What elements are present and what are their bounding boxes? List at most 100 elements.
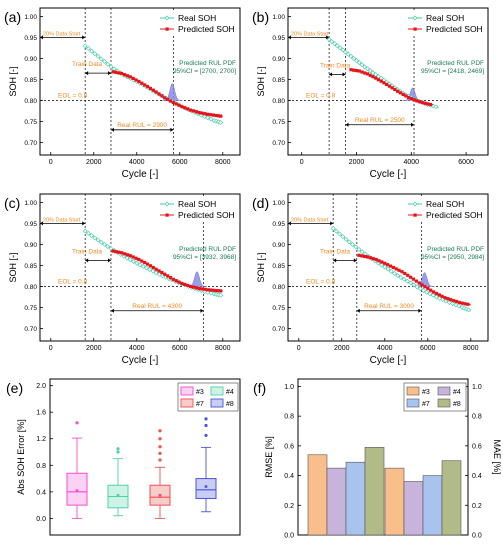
bar-rmse — [326, 467, 347, 536]
legend-predicted-label: Predicted SOH — [178, 24, 235, 34]
y-tick-label: 1.00 — [24, 14, 37, 21]
rul-arrow-head-right — [411, 122, 415, 127]
y-axis-label: SOH [-] — [8, 66, 18, 96]
predicted-soh-point — [123, 73, 127, 77]
predicted-soh-point — [188, 108, 193, 112]
real-soh-point — [121, 253, 127, 259]
box-outlier — [116, 447, 120, 451]
predicted-soh-point — [157, 92, 161, 96]
x-axis-label: Cycle [-] — [370, 169, 407, 180]
predicted-soh-point — [191, 285, 195, 289]
legend-box — [406, 198, 486, 220]
predicted-soh-point — [191, 109, 195, 113]
legend-label: #4 — [226, 389, 234, 396]
x-tick-label: 8000 — [215, 345, 231, 352]
real-soh-point — [388, 268, 394, 274]
real-soh-point — [456, 303, 462, 309]
predicted-soh-point — [163, 96, 167, 100]
real-soh-point — [333, 228, 339, 234]
start-annotation: 20% Data Start — [43, 31, 81, 37]
predicted-soh-point — [148, 264, 152, 268]
start-arrow-head-left — [288, 35, 291, 40]
predicted-soh-point — [357, 69, 361, 73]
box-outlier — [204, 417, 208, 421]
box-mean-marker — [116, 493, 120, 497]
predicted-soh-point — [171, 277, 175, 281]
legend-predicted-label: Predicted SOH — [426, 210, 483, 220]
predicted-soh-point — [437, 293, 441, 297]
real-soh-point — [359, 62, 365, 68]
box-outlier — [158, 458, 162, 462]
box-outlier — [75, 421, 79, 425]
train-arrow-head-right — [353, 258, 357, 263]
predicted-soh-point — [114, 70, 118, 74]
predicted-soh-point — [209, 288, 213, 292]
y-tick-label: 0.80 — [272, 98, 285, 105]
predicted-soh-point — [111, 70, 115, 74]
real-soh-point — [353, 244, 359, 250]
legend-predicted-label: Predicted SOH — [178, 210, 235, 220]
start-arrow-head-right — [330, 221, 334, 226]
predicted-soh-point — [366, 255, 370, 259]
predicted-soh-point — [197, 111, 201, 115]
predicted-soh-point — [428, 102, 433, 107]
y-tick-label: 0.85 — [272, 263, 285, 270]
predicted-soh-point — [117, 71, 121, 75]
predicted-soh-point — [194, 110, 198, 114]
predicted-soh-point — [371, 75, 375, 79]
y-axis-label-left: RMSE [%] — [264, 436, 274, 478]
y-tick-label: 0.75 — [272, 119, 285, 126]
predicted-soh-point — [125, 74, 130, 78]
real-soh-point — [408, 280, 414, 286]
predicted-soh-point — [382, 81, 386, 85]
y-axis-label: SOH [-] — [256, 252, 266, 282]
legend-real-marker — [164, 201, 170, 207]
x-tick-label: 8000 — [215, 159, 231, 166]
panel-label: (a) — [4, 9, 21, 25]
predicted-soh-point — [412, 98, 416, 102]
predicted-soh-point — [200, 287, 204, 291]
predicted-soh-point — [363, 254, 367, 258]
x-tick-label: 0 — [297, 345, 301, 352]
legend-label: #8 — [453, 401, 461, 408]
x-tick-label: 0 — [49, 159, 53, 166]
y-tick-label: 0.75 — [24, 119, 37, 126]
predicted-soh-point — [349, 68, 353, 72]
predicted-soh-point — [171, 100, 175, 105]
y-tick-label-right: 0.6 — [472, 443, 482, 450]
x-tick-label: 2000 — [334, 345, 350, 352]
y-tick-label: 0.8 — [36, 463, 46, 470]
predicted-soh-point — [466, 302, 470, 306]
x-tick-label: 0 — [49, 345, 53, 352]
y-tick-label: 0.4 — [36, 489, 46, 496]
x-tick-label: 2000 — [86, 345, 102, 352]
eol-annotation: EOL = 0.8 — [306, 278, 336, 285]
predicted-soh-point — [114, 250, 118, 254]
predicted-soh-point — [203, 287, 207, 291]
legend-label: #7 — [196, 401, 204, 408]
box-mean-marker — [75, 489, 79, 492]
y-tick-label: 1.0 — [284, 384, 294, 391]
y-tick-label-right: 0.4 — [472, 473, 482, 480]
train-arrow-head-left — [85, 258, 89, 263]
predicted-soh-point — [216, 114, 221, 118]
predicted-soh-point — [368, 256, 372, 260]
y-tick-label: 0.90 — [272, 56, 285, 63]
real-soh-point — [414, 284, 420, 290]
bar-rmse — [345, 461, 366, 536]
real-soh-point — [362, 64, 368, 70]
box-body — [195, 478, 217, 499]
ci-annotation: 95%CI = [3932, 3968] — [173, 254, 236, 261]
predicted-soh-point — [188, 284, 193, 288]
y-axis-label: SOH [-] — [8, 252, 18, 282]
eol-annotation: EOL = 0.8 — [306, 92, 336, 99]
x-tick-label: 6000 — [172, 345, 188, 352]
predicted-soh-point — [443, 296, 447, 300]
y-tick-label-right: 1.0 — [472, 384, 482, 391]
real-soh-point — [340, 47, 346, 53]
predicted-soh-point — [463, 302, 467, 306]
real-soh-point — [205, 115, 211, 121]
real-soh-point — [85, 45, 91, 51]
predicted-soh-point — [134, 78, 138, 82]
legend-swatch — [406, 386, 420, 396]
